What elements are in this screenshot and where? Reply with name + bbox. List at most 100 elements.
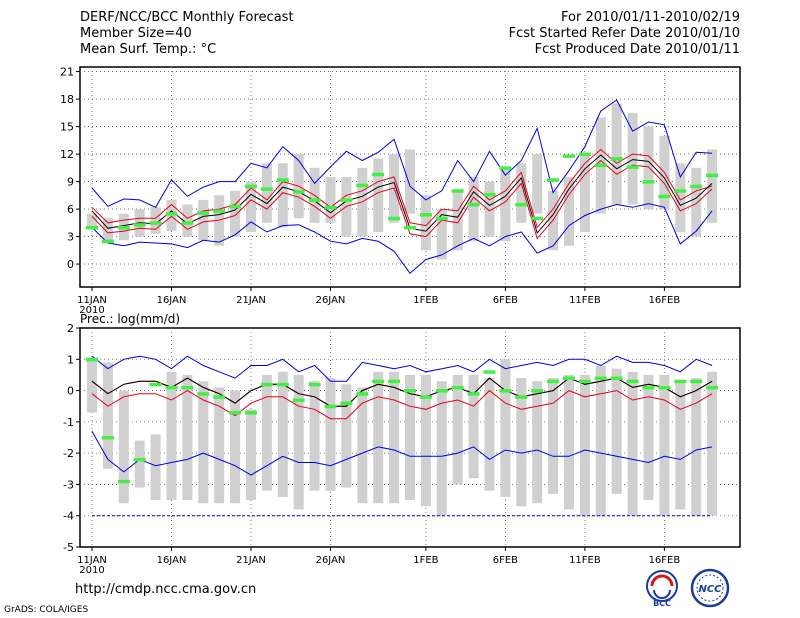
prec-box-15 [325,378,336,491]
prec-observed-26 [499,389,512,393]
temp-ylabel-6: 6 [67,203,74,216]
temp-observed-27 [515,203,528,207]
temp-observed-31 [578,152,591,157]
temp-ylabel-18: 18 [60,93,74,106]
prec-box-14 [309,381,320,491]
temp-xlabel-11feb: 11FEB [569,295,601,306]
prec-box-22 [436,381,447,516]
prec-line-min [91,430,713,476]
temp-observed-20 [404,225,416,230]
prec-ylabel--2: -2 [63,447,74,460]
temp-xlabel-16feb: 16FEB [649,295,681,306]
temp-box-10 [246,181,256,232]
chart-title: DERF/NCC/BCC Monthly Forecast [80,10,294,25]
prec-ylabel-0: 0 [67,385,74,398]
prec-observed-22 [435,389,448,393]
prec-xlabel-26jan: 26JAN [316,555,346,566]
temp-observed-7 [197,211,210,215]
temp-observed-30 [563,154,575,158]
temp-observed-29 [547,178,560,182]
prec-observed-20 [404,389,416,393]
prec-observed-6 [181,385,194,390]
prec-box-17 [357,387,368,504]
temp-observed-2 [117,225,130,230]
prec-observed-21 [419,395,432,399]
ncc-logo: NCC [690,568,730,608]
prec-box-7 [198,381,209,504]
prec-observed-11 [260,382,273,387]
temp-box-39 [707,149,718,223]
prec-observed-29 [547,379,560,384]
temp-ylabel-12: 12 [60,148,74,161]
prec-ylabel-2: 2 [67,322,74,335]
prec-line-max [91,355,713,382]
temp-line-mean [91,154,713,234]
prec-box-36 [659,374,670,516]
prec-box-2 [118,390,129,504]
temp-observed-38 [690,184,703,189]
temp-box-0 [87,213,97,228]
prec-observed-33 [610,376,623,381]
temp-line-min [91,203,713,275]
forecast-period: For 2010/01/11-2010/02/19 [561,10,740,25]
prec-box-4 [150,434,161,501]
prec-xlabel-year: 2010 [79,565,104,576]
prec-line-mean [91,377,713,407]
prec-box-35 [643,374,654,501]
temp-box-7 [198,199,209,241]
temp-observed-12 [276,178,289,182]
temp-box-33 [611,103,622,205]
prec-observed-3 [133,457,146,462]
prec-line-mean-sd [91,389,713,420]
temp-observed-3 [133,223,146,227]
temp-box-27 [516,163,527,223]
prec-box-37 [675,381,686,510]
prec-observed-28 [531,389,544,393]
temp-xlabel-6feb: 6FEB [493,295,518,306]
temp-box-11 [261,163,272,223]
member-size: Member Size=40 [80,26,192,41]
temp-box-28 [532,154,543,214]
prec-observed-39 [706,385,719,390]
prec-xlabel-6feb: 6FEB [493,555,518,566]
started-date: Fcst Started Refer Date 2010/01/10 [508,26,740,41]
prec-box-3 [134,440,145,488]
source-url[interactable]: http://cmdp.ncc.cma.gov.cn [75,582,257,597]
produced-date: Fcst Produced Date 2010/01/11 [534,42,740,57]
prec-observed-13 [292,398,305,402]
temp-xlabel-year: 2010 [79,305,104,316]
prec-observed-38 [690,379,703,384]
prec-observed-24 [467,392,480,396]
grads-credit: GrADS: COLA/IGES [4,605,89,615]
prec-box-32 [595,365,606,516]
temp-ylabel-21: 21 [60,66,74,79]
temp-box-21 [420,195,431,251]
prec-observed-1 [101,436,114,440]
prec-box-5 [166,371,177,501]
temp-box-37 [675,163,686,232]
temp-box-31 [579,154,590,232]
prec-observed-18 [372,379,385,384]
temp-box-38 [691,167,702,237]
prec-observed-37 [674,379,687,384]
temp-box-9 [230,190,241,237]
temp-observed-37 [674,189,687,193]
prec-observed-23 [451,385,464,390]
prec-box-10 [246,409,256,501]
prec-ylabel--4: -4 [63,510,74,523]
prec-observed-0 [86,357,98,362]
temp-box-24 [468,177,479,242]
prec-observed-32 [594,376,607,381]
prec-ylabel--1: -1 [63,416,74,429]
prec-box-29 [548,378,559,494]
temp-box-15 [325,177,336,223]
header-left: DERF/NCC/BCC Monthly Forecast Member Siz… [80,10,294,58]
prec-panel-title: Prec.: log(mm/d) [80,312,180,326]
prec-observed-4 [149,382,162,387]
temp-observed-17 [356,183,369,188]
prec-observed-5 [165,385,178,390]
prec-box-11 [261,374,272,491]
temp-observed-35 [642,180,655,184]
